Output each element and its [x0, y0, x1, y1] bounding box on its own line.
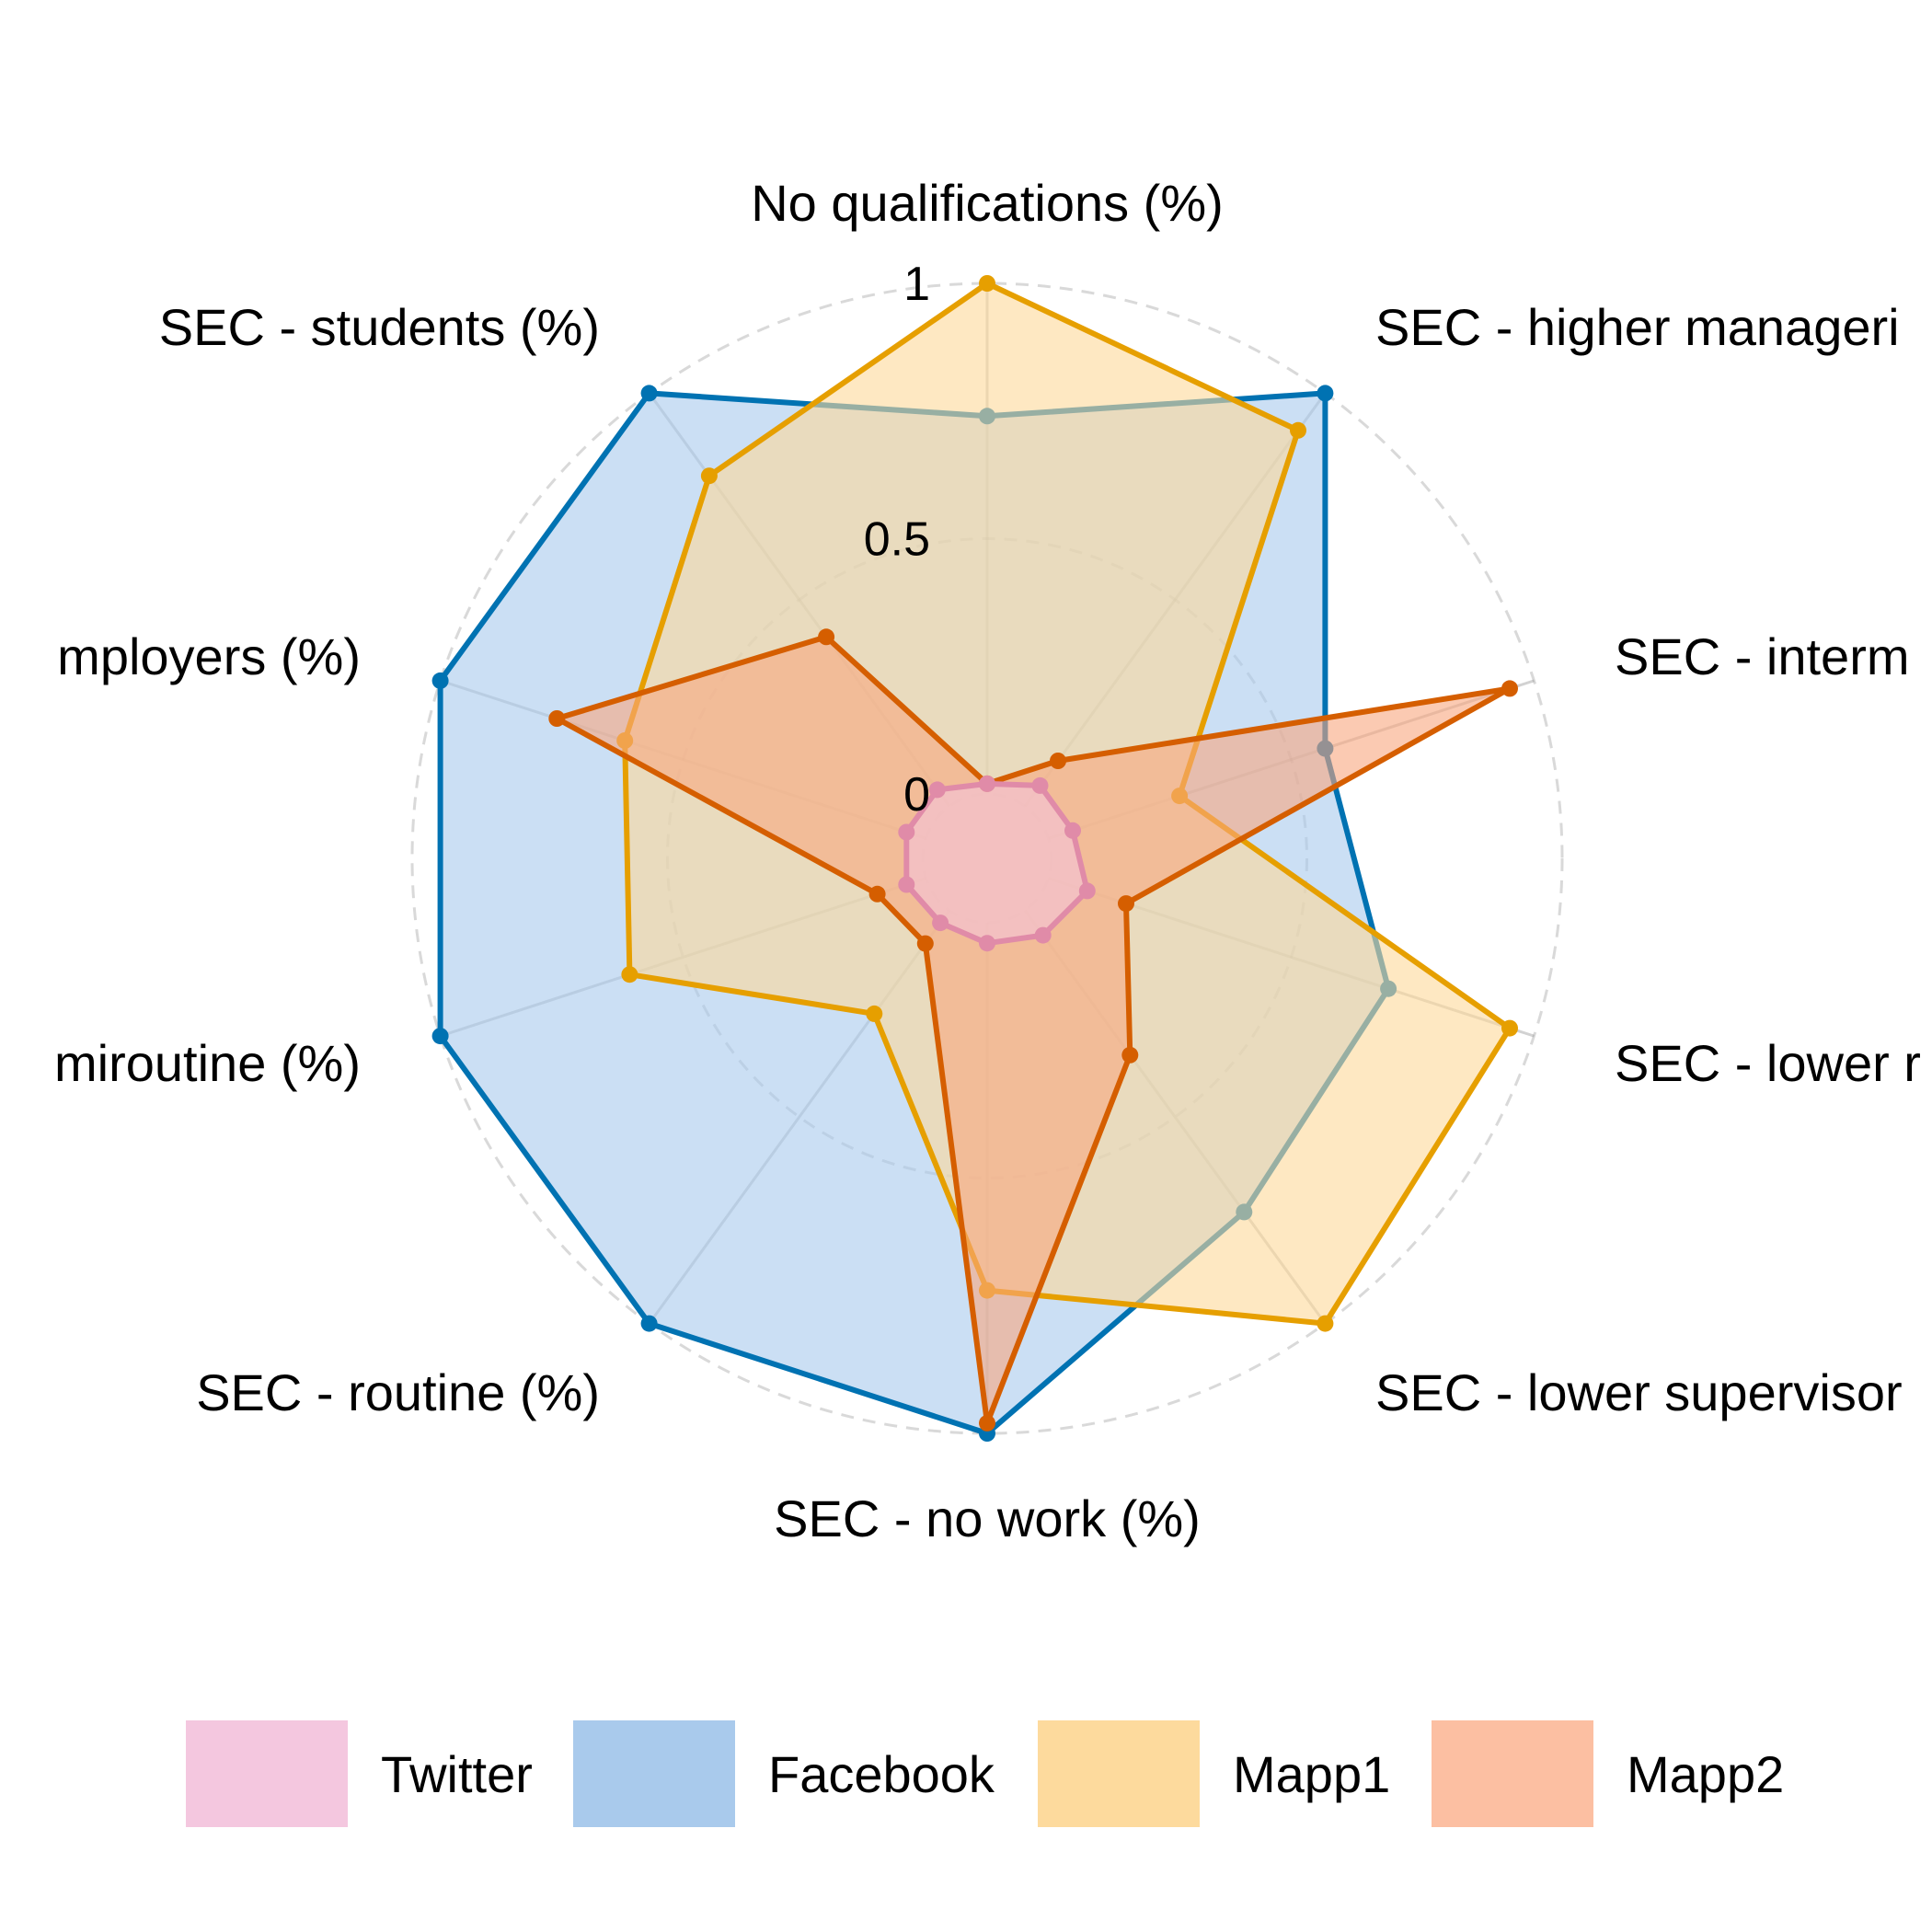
data-point-mapp1-1 [1290, 421, 1306, 439]
legend-item-mapp1: Mapp1 [1038, 1720, 1390, 1827]
legend-label-twitter: Twitter [381, 1745, 533, 1803]
data-point-mapp2-8 [548, 710, 566, 727]
data-point-twitter-0 [979, 775, 995, 792]
data-point-facebook-6 [640, 1315, 658, 1332]
data-point-twitter-4 [1034, 926, 1052, 944]
data-point-twitter-3 [1078, 882, 1096, 900]
axis-label-2: SEC - interm [1615, 627, 1910, 685]
data-point-twitter-5 [979, 935, 995, 952]
radar-tick-labels: 00.51 [864, 258, 930, 822]
legend-label-mapp1: Mapp1 [1233, 1745, 1390, 1803]
grid-circle-2 [410, 282, 1564, 1435]
axis-label-5: SEC - no work (%) [774, 1489, 1201, 1547]
data-point-mapp1-0 [979, 275, 995, 292]
data-point-mapp2-9 [818, 628, 835, 646]
tick-label-1: 0.5 [864, 513, 930, 567]
data-point-facebook-9 [640, 385, 658, 402]
legend-label-facebook: Facebook [768, 1745, 995, 1803]
data-point-mapp2-4 [1121, 1046, 1139, 1064]
data-point-mapp2-1 [1050, 753, 1066, 769]
axis-label-8: mployers (%) [57, 627, 361, 685]
series-twitter [898, 775, 1096, 952]
legend-swatch-mapp1 [1038, 1720, 1200, 1827]
data-point-mapp2-6 [916, 935, 934, 952]
data-point-twitter-9 [928, 781, 946, 799]
axis-label-6: SEC - routine (%) [196, 1363, 600, 1421]
axis-label-7: miroutine (%) [54, 1034, 361, 1092]
legend-item-twitter: Twitter [186, 1720, 533, 1827]
data-point-twitter-8 [898, 823, 915, 841]
data-point-twitter-7 [898, 876, 915, 893]
tick-label-0: 0 [903, 768, 930, 822]
legend-item-mapp2: Mapp2 [1432, 1720, 1784, 1827]
legend-label-mapp2: Mapp2 [1627, 1745, 1784, 1803]
data-point-twitter-2 [1064, 822, 1081, 839]
legend-swatch-facebook [573, 1720, 735, 1827]
radar-series [431, 275, 1518, 1442]
radar-axis-labels: No qualifications (%) SEC - higher manage… [54, 174, 1921, 1547]
data-point-mapp1-9 [700, 467, 718, 485]
data-point-mapp1-6 [866, 1005, 883, 1022]
data-point-mapp1-3 [1501, 1019, 1518, 1037]
data-point-mapp2-7 [868, 885, 886, 903]
legend-swatch-mapp2 [1432, 1720, 1593, 1827]
data-point-mapp2-5 [979, 1414, 995, 1432]
legend-item-facebook: Facebook [573, 1720, 995, 1827]
data-point-facebook-8 [431, 672, 449, 689]
data-point-mapp2-2 [1501, 680, 1518, 697]
series-mapp2 [548, 628, 1518, 1432]
data-point-facebook-7 [431, 1028, 449, 1045]
data-point-twitter-1 [1031, 776, 1049, 794]
axis-label-1: SEC - higher manageri [1375, 298, 1900, 356]
axis-label-4: SEC - lower supervisor [1375, 1363, 1903, 1421]
data-point-mapp2-3 [1118, 895, 1134, 913]
chart-legend: Twitter Facebook Mapp1 Mapp2 [186, 1720, 1784, 1827]
data-point-mapp1-4 [1317, 1315, 1334, 1332]
data-point-twitter-6 [932, 914, 949, 932]
axis-label-3: SEC - lower r [1615, 1034, 1921, 1092]
axis-label-0: No qualifications (%) [751, 174, 1224, 232]
legend-swatch-twitter [186, 1720, 348, 1827]
axis-label-9: SEC - students (%) [159, 298, 600, 356]
data-point-facebook-1 [1317, 385, 1334, 402]
tick-label-2: 1 [903, 258, 930, 311]
data-point-mapp1-7 [621, 966, 638, 983]
